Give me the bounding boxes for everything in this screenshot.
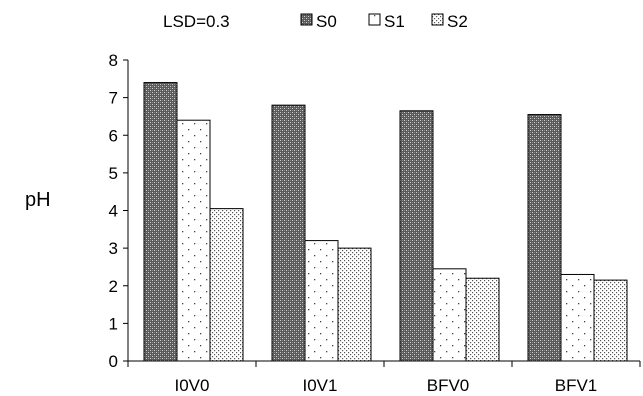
bar-s2-i0v0 — [209, 208, 244, 362]
bar-s0-i0v1 — [271, 104, 306, 362]
y-tick-label: 2 — [109, 277, 118, 296]
lsd-annotation: LSD=0.3 — [163, 12, 230, 31]
bar-s2-bfv0 — [465, 277, 500, 362]
bar-s1-bfv0 — [432, 268, 467, 362]
x-tick-label: BFV1 — [555, 376, 598, 395]
x-tick-label: I0V1 — [303, 376, 338, 395]
legend: LSD=0.3 S0 S1 S2 — [163, 12, 468, 31]
y-tick-label: 3 — [109, 239, 118, 258]
bar-s2-i0v1 — [337, 247, 372, 362]
y-tick-label: 7 — [109, 89, 118, 108]
legend-label-s2: S2 — [447, 12, 468, 31]
y-tick-label: 6 — [109, 126, 118, 145]
y-tick-label: 4 — [109, 202, 118, 221]
legend-swatch-s2 — [431, 13, 444, 26]
x-tick-label: BFV0 — [427, 376, 470, 395]
y-axis-label: pH — [25, 189, 51, 211]
bar-s2-bfv1 — [593, 279, 628, 362]
legend-label-s1: S1 — [384, 12, 405, 31]
bar-s1-i0v0 — [176, 119, 211, 362]
bar-s0-i0v0 — [143, 82, 178, 362]
bar-s1-bfv1 — [560, 273, 595, 362]
y-tick-label: 8 — [109, 51, 118, 70]
y-tick-label: 0 — [109, 352, 118, 371]
legend-swatch-s1 — [368, 13, 381, 26]
bar-s0-bfv0 — [399, 110, 434, 362]
bar-s1-i0v1 — [304, 240, 339, 362]
y-tick-label: 5 — [109, 164, 118, 183]
plot-area: 0 1 2 3 4 5 6 7 8 I0V0 I0V1 BFV0 BFV1 — [109, 51, 641, 395]
y-tick-label: 1 — [109, 314, 118, 333]
legend-label-s0: S0 — [316, 12, 337, 31]
bar-s0-bfv1 — [527, 114, 562, 362]
legend-swatch-s0 — [300, 13, 313, 26]
x-tick-label: I0V0 — [175, 376, 210, 395]
